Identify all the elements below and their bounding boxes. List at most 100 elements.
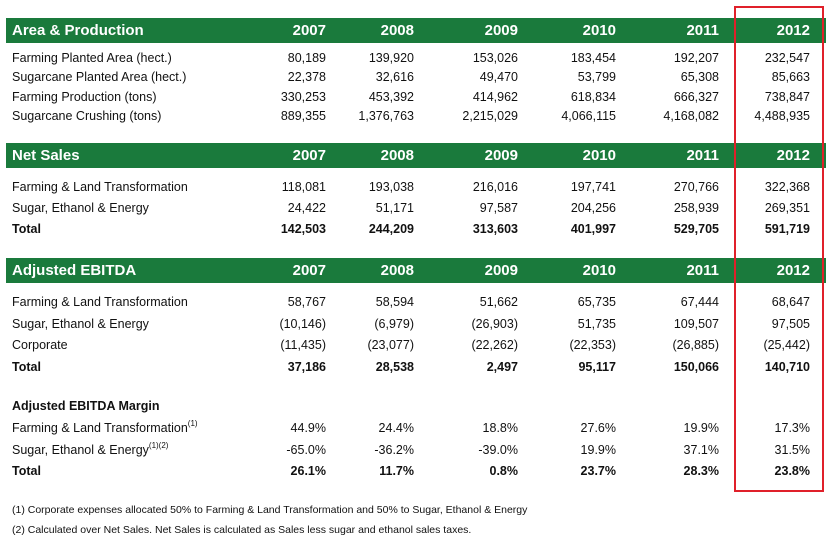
cell-value: 22,378 — [287, 70, 326, 84]
table-row: Farming & Land Transformation 58,767 58,… — [6, 292, 826, 312]
cell-value: (26,885) — [672, 338, 719, 352]
cell-value: 2,215,029 — [462, 109, 518, 123]
cell-value: 232,547 — [764, 51, 810, 65]
cell-value: 67,444 — [680, 295, 719, 309]
cell-value: 24.4% — [378, 421, 414, 435]
cell-value: 591,719 — [764, 222, 810, 236]
cell-value: 330,253 — [280, 90, 326, 104]
cell-value: 49,470 — [479, 70, 518, 84]
table-row: Farming & Land Transformation 118,081 19… — [6, 177, 826, 197]
row-label: Sugar, Ethanol & Energy — [12, 317, 149, 331]
cell-value: -65.0% — [286, 443, 326, 457]
cell-value: 65,308 — [680, 70, 719, 84]
cell-value: -39.0% — [478, 443, 518, 457]
cell-value: (11,435) — [280, 338, 326, 352]
year-header: 2007 — [292, 262, 326, 279]
cell-value: 51,662 — [479, 295, 518, 309]
cell-value: 269,351 — [764, 201, 810, 215]
cell-value: 4,168,082 — [663, 109, 719, 123]
row-label: Sugarcane Crushing (tons) — [12, 109, 162, 123]
cell-value: 322,368 — [764, 180, 810, 194]
cell-value: (22,353) — [569, 338, 616, 352]
cell-value: 414,962 — [472, 90, 518, 104]
row-label: Sugarcane Planted Area (hect.) — [12, 70, 187, 84]
row-label: Farming Production (tons) — [12, 90, 157, 104]
cell-value: 183,454 — [570, 51, 616, 65]
row-label: Corporate — [12, 338, 68, 352]
cell-value: 401,997 — [570, 222, 616, 236]
table-row: Sugar, Ethanol & Energy(1)(2) -65.0% -36… — [6, 440, 826, 460]
cell-value: 51,735 — [577, 317, 616, 331]
margin-subheader: Adjusted EBITDA Margin — [6, 396, 826, 416]
year-header: 2010 — [582, 147, 616, 164]
row-label: Farming & Land Transformation — [12, 295, 188, 309]
footnote: (1) Corporate expenses allocated 50% to … — [12, 504, 528, 516]
row-label: Total — [12, 464, 41, 478]
cell-value: 738,847 — [764, 90, 810, 104]
table-row: Corporate (11,435) (23,077) (22,262) (22… — [6, 335, 826, 355]
total-row: Total 26.1% 11.7% 0.8% 23.7% 28.3% 23.8% — [6, 461, 826, 481]
cell-value: 51,171 — [375, 201, 414, 215]
cell-value: 270,766 — [673, 180, 719, 194]
cell-value: 58,594 — [375, 295, 414, 309]
cell-value: 153,026 — [472, 51, 518, 65]
cell-value: 65,735 — [577, 295, 616, 309]
section-title: Net Sales — [12, 147, 80, 164]
row-label: Total — [12, 222, 41, 236]
cell-value: 244,209 — [368, 222, 414, 236]
year-header: 2009 — [484, 262, 518, 279]
cell-value: 0.8% — [489, 464, 519, 478]
cell-value: 18.8% — [482, 421, 518, 435]
table-row: Sugarcane Crushing (tons) 889,355 1,376,… — [6, 106, 826, 126]
cell-value: 37.1% — [683, 443, 719, 457]
year-header: 2011 — [686, 22, 719, 39]
cell-value: 31.5% — [774, 443, 810, 457]
cell-value: 85,663 — [771, 70, 810, 84]
cell-value: 53,799 — [577, 70, 616, 84]
year-header: 2008 — [380, 22, 414, 39]
cell-value: 11.7% — [379, 464, 414, 478]
cell-value: 17.3% — [774, 421, 810, 435]
cell-value: 58,767 — [287, 295, 326, 309]
highlight-2012-column — [734, 6, 824, 492]
row-label: Sugar, Ethanol & Energy(1)(2) — [12, 440, 168, 460]
table-row: Farming Production (tons) 330,253 453,39… — [6, 87, 826, 107]
cell-value: 26.1% — [290, 464, 326, 478]
cell-value: 140,710 — [764, 360, 810, 374]
footnote-ref: (1)(2) — [148, 441, 169, 450]
year-header: 2010 — [582, 262, 616, 279]
footnote-ref: (1) — [187, 419, 198, 428]
table-row: Sugar, Ethanol & Energy (10,146) (6,979)… — [6, 314, 826, 334]
cell-value: 44.9% — [290, 421, 326, 435]
cell-value: 529,705 — [673, 222, 719, 236]
cell-value: (22,262) — [471, 338, 518, 352]
cell-value: 204,256 — [570, 201, 616, 215]
cell-value: 19.9% — [580, 443, 616, 457]
cell-value: 1,376,763 — [358, 109, 414, 123]
cell-value: 4,488,935 — [754, 109, 810, 123]
year-header: 2011 — [686, 262, 719, 279]
cell-value: 139,920 — [368, 51, 414, 65]
year-header: 2009 — [484, 147, 518, 164]
cell-value: 27.6% — [580, 421, 616, 435]
table-row: Sugar, Ethanol & Energy 24,422 51,171 97… — [6, 198, 826, 218]
footnote: (2) Calculated over Net Sales. Net Sales… — [12, 524, 472, 536]
cell-value: 32,616 — [375, 70, 414, 84]
cell-value: (10,146) — [279, 317, 326, 331]
year-header: 2008 — [380, 262, 414, 279]
year-header: 2007 — [292, 22, 326, 39]
year-header: 2007 — [292, 147, 326, 164]
cell-value: (25,442) — [763, 338, 810, 352]
cell-value: 192,207 — [673, 51, 719, 65]
table-row: Farming Planted Area (hect.) 80,189 139,… — [6, 48, 826, 68]
section-header-adjusted-ebitda: Adjusted EBITDA 2007 2008 2009 2010 2011… — [6, 258, 826, 283]
cell-value: 97,587 — [479, 201, 518, 215]
section-title: Adjusted EBITDA — [12, 262, 137, 279]
year-header: 2010 — [582, 22, 616, 39]
section-header-net-sales: Net Sales 2007 2008 2009 2010 2011 2012 — [6, 143, 826, 168]
cell-value: 95,117 — [578, 360, 616, 374]
cell-value: 618,834 — [570, 90, 616, 104]
cell-value: 19.9% — [683, 421, 719, 435]
total-row: Total 142,503 244,209 313,603 401,997 52… — [6, 219, 826, 239]
